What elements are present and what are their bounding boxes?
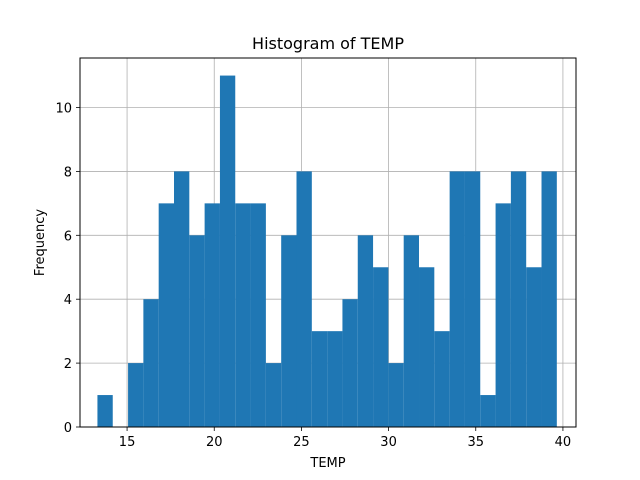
x-tick-label: 15 [119,435,136,450]
histogram-bar [281,235,297,427]
histogram-bar [388,363,404,427]
y-axis-label: Frequency [33,209,48,276]
histogram-bar [541,171,557,427]
histogram-bar [97,395,113,427]
x-axis-ticks: 15 20 25 30 35 40 [119,427,571,450]
y-tick-label: 10 [55,102,72,117]
histogram-bar [250,203,266,427]
plot-frame [79,57,577,428]
y-tick-label: 2 [64,357,72,372]
histogram-bar [204,203,220,427]
histogram-bar [265,363,282,427]
x-axis-label: TEMP [309,456,345,471]
histogram-bar [342,299,358,427]
histogram-bar [373,267,389,427]
y-tick-label: 6 [64,229,72,244]
histogram-bar [128,363,144,427]
y-tick-label: 8 [64,165,72,180]
histogram-bar [235,203,251,427]
x-tick-label: 30 [380,435,397,450]
y-tick-label: 4 [64,293,72,308]
histogram-bar [464,171,481,427]
y-axis-ticks: 0 2 4 6 8 10 [55,102,80,436]
x-tick-label: 40 [555,435,572,450]
histogram-bar [219,75,236,428]
histogram-bar [357,235,374,427]
chart-title: Histogram of TEMP [252,34,404,53]
histogram-bar [510,171,527,427]
histogram-bar [480,395,496,427]
histogram-bar [434,331,450,427]
x-tick-label: 25 [293,435,310,450]
histogram-bar [495,203,511,427]
histogram-bar [143,299,159,427]
histogram-bar [296,171,312,427]
histogram-bar [174,171,190,427]
x-tick-label: 20 [206,435,223,450]
histogram-bar [327,331,343,427]
histogram-bars [97,75,557,428]
histogram-bar [526,267,542,427]
histogram-bar [449,171,465,427]
histogram-bar [189,235,205,427]
histogram-bar [311,331,328,427]
x-tick-label: 35 [467,435,484,450]
histogram-bar [403,235,420,427]
histogram-bar [158,203,175,427]
y-tick-label: 0 [64,421,72,436]
histogram-bar [419,267,435,427]
